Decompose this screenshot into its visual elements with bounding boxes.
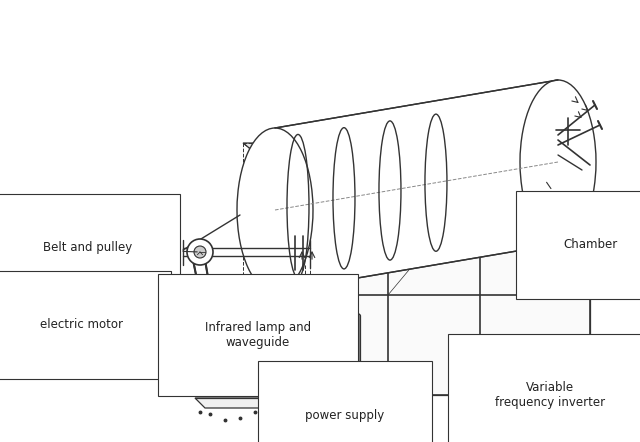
Polygon shape — [195, 398, 275, 408]
Polygon shape — [538, 143, 590, 395]
Ellipse shape — [208, 353, 222, 367]
Polygon shape — [275, 80, 558, 292]
Text: Infrared lamp and
waveguide: Infrared lamp and waveguide — [205, 297, 311, 349]
Polygon shape — [295, 185, 590, 395]
FancyBboxPatch shape — [210, 366, 260, 388]
Text: power supply: power supply — [305, 365, 385, 422]
FancyBboxPatch shape — [315, 325, 335, 340]
Ellipse shape — [212, 357, 218, 363]
Ellipse shape — [194, 246, 206, 258]
Text: Chamber: Chamber — [547, 182, 617, 251]
Ellipse shape — [237, 128, 313, 292]
Polygon shape — [334, 294, 360, 365]
Text: electric motor: electric motor — [40, 319, 218, 379]
Text: Belt and pulley: Belt and pulley — [44, 241, 197, 255]
Polygon shape — [205, 366, 260, 374]
Ellipse shape — [257, 371, 264, 382]
Ellipse shape — [187, 239, 213, 265]
Polygon shape — [243, 143, 590, 185]
Polygon shape — [310, 315, 360, 365]
Ellipse shape — [520, 80, 596, 244]
Polygon shape — [284, 294, 360, 315]
Ellipse shape — [253, 366, 267, 388]
Text: Variable
frequency inverter: Variable frequency inverter — [495, 357, 605, 409]
